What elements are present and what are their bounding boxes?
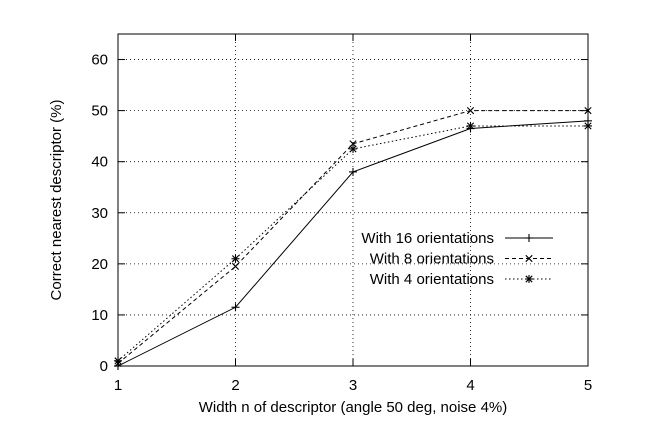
- y-tick-label: 10: [91, 307, 108, 324]
- series-marker: [466, 107, 475, 115]
- y-tick-label: 30: [91, 205, 108, 222]
- legend-label: With 8 orientations: [370, 251, 494, 268]
- series-marker: [525, 275, 533, 283]
- grid-lines: [118, 34, 588, 366]
- x-axis-label: Width n of descriptor (angle 50 deg, noi…: [199, 399, 508, 416]
- series-marker: [349, 167, 357, 176]
- legend-label: With 16 orientations: [361, 230, 494, 247]
- y-tick-label: 20: [91, 256, 108, 273]
- series-line: [117, 125, 588, 362]
- series-layer: [114, 107, 592, 370]
- y-tick-label: 40: [91, 154, 108, 171]
- legend: With 16 orientations With 8 orientations W…: [361, 230, 553, 288]
- axis-ticks: 0 10 20 30 40 50 60 1 2 3 4 5: [91, 34, 592, 394]
- x-tick-label: 2: [231, 377, 239, 394]
- series-marker: [466, 121, 475, 130]
- legend-label: With 4 orientations: [370, 271, 494, 288]
- x-tick-label: 4: [466, 377, 474, 394]
- x-tick-label: 3: [349, 377, 357, 394]
- series-marker: [525, 254, 533, 263]
- plot-frame: [117, 33, 589, 367]
- y-tick-label: 0: [100, 358, 108, 375]
- x-tick-label: 5: [584, 377, 592, 394]
- x-tick-label: 1: [114, 377, 122, 394]
- y-tick-label: 50: [91, 103, 108, 120]
- y-axis-label: Correct nearest descriptor (%): [48, 100, 65, 301]
- series-marker: [231, 254, 240, 263]
- series-marker: [349, 140, 357, 148]
- series-line: [117, 120, 589, 367]
- series-marker: [231, 262, 240, 270]
- series-marker: [525, 234, 533, 242]
- y-tick-label: 60: [91, 52, 108, 69]
- series-marker: [231, 303, 240, 312]
- series-marker: [349, 144, 357, 153]
